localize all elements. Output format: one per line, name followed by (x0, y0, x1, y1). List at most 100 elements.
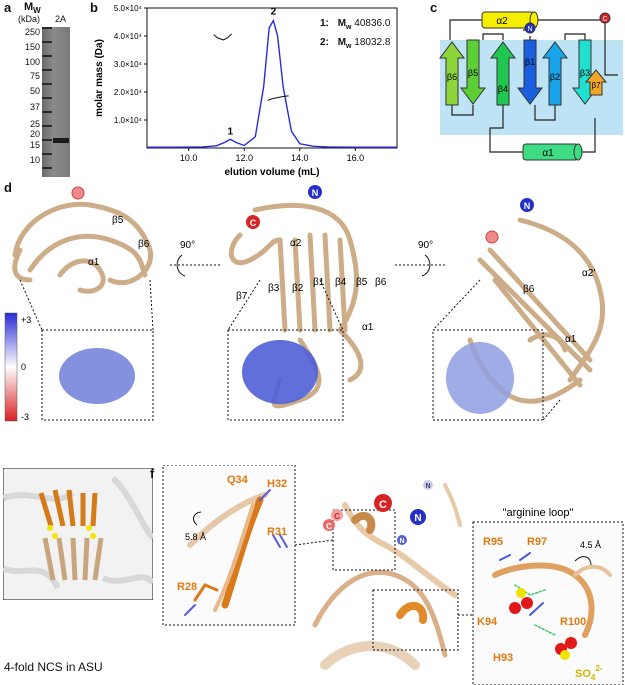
gel-band-15kda (53, 138, 69, 143)
strand-beta5 (460, 39, 486, 105)
ribbon-label: α2' (582, 268, 595, 279)
c-terminus-marker (323, 519, 335, 531)
c-terminus-marker (599, 12, 611, 24)
strand-beta7 (584, 69, 608, 96)
y-tick-label: 2.0×10⁴ (114, 88, 143, 97)
legend-id: 1: (320, 18, 329, 29)
residue-label: R95 (483, 536, 503, 548)
gel-header: MW (24, 1, 41, 15)
gel-image (42, 27, 70, 177)
terminus-label: N (312, 188, 319, 198)
panel-label-b: b (90, 0, 98, 15)
helix-alpha1-cap (573, 143, 583, 161)
n-terminus-marker (308, 185, 322, 199)
distance-label: 5.8 Å (185, 532, 206, 542)
sulfate-subscript: 4 (591, 673, 596, 682)
x-tick-label: 12.0 (235, 153, 253, 163)
strand-beta1 (517, 39, 543, 105)
terminus-label: C (334, 512, 340, 521)
molar-mass-line (267, 95, 289, 101)
inset-arginine-loop (472, 521, 624, 685)
mw-label: M (24, 1, 34, 13)
ribbon-label: β6 (523, 284, 535, 295)
residue-label: R31 (267, 526, 287, 538)
ncs-caption: 4-fold NCS in ASU (4, 660, 103, 674)
gel-marker: 37 (29, 102, 40, 112)
gel-units: (kDa) (18, 14, 40, 24)
sulfate-atom (565, 637, 577, 649)
gel-marker: 250 (24, 27, 40, 37)
x-axis-label: elution volume (mL) (225, 167, 320, 178)
strand-label: β4 (498, 84, 508, 94)
legend-entry-1: 1: Mw 40836.0 (320, 18, 390, 31)
gel-marker: 50 (29, 86, 40, 96)
ribbon-label: α1 (362, 322, 374, 333)
terminus-label: C (602, 16, 607, 23)
legend-value: 18032.8 (354, 37, 391, 48)
molar-mass-line (213, 33, 233, 41)
strand-label: β1 (525, 57, 535, 67)
gel-marker-lane (42, 27, 52, 177)
sec-mals-chart: 10.0 12.0 14.0 16.0 1.0×10⁴ 2.0×10⁴ 3.0×10⁴ 4.0… (94, 4, 398, 178)
y-tick-label: 3.0×10⁴ (114, 60, 143, 69)
c-terminus-marker (71, 186, 85, 200)
c-terminus-marker (374, 494, 392, 512)
inset-title: "arginine loop" (503, 507, 574, 519)
topology-diagram: α2 α1 β6 β5 β4 β1 β2 β3 β7 N C (439, 11, 623, 161)
strand-label: β6 (447, 72, 457, 82)
ribbon-label: β2 (292, 283, 304, 294)
strand-beta6 (439, 41, 465, 106)
y-tick-label: 1.0×10⁴ (114, 116, 143, 125)
callout-box-lower (372, 589, 459, 651)
ribbon-label: β3 (268, 283, 280, 294)
residue-label: R97 (527, 536, 547, 548)
gel-marker: 15 (29, 140, 40, 150)
terminus-label: N (414, 513, 421, 524)
ribbon-label: α1 (88, 257, 100, 268)
sulfate-superscript: 2- (595, 664, 602, 673)
gel-marker: 20 (29, 129, 40, 139)
sulfate-base: SO (575, 668, 591, 680)
gel-marker: 100 (24, 57, 40, 67)
sulfate-label: SO42- (575, 664, 603, 682)
ribbon-label: β4 (335, 277, 347, 288)
sulfate-atom (560, 650, 570, 660)
ribbon-label: β5 (356, 277, 368, 288)
sulfate-atom (521, 597, 533, 609)
strand-label: β5 (468, 68, 478, 78)
panel-label-d: d (4, 180, 12, 195)
strand-label: β7 (591, 81, 601, 90)
panel-label-f: f (150, 466, 155, 481)
x-tick-label: 10.0 (180, 153, 198, 163)
legend-value: 40836.0 (354, 18, 391, 29)
x-tick-label: 14.0 (291, 153, 309, 163)
ncs-image (3, 468, 153, 600)
scale-label: -3 (21, 412, 29, 422)
ribbon-label: α2 (290, 238, 302, 249)
ribbon-label: β6 (375, 277, 387, 288)
rotation-label-right: 90° (418, 240, 433, 251)
series-line (147, 18, 397, 148)
c-terminus-marker (485, 230, 499, 244)
panel-label-c: c (430, 0, 438, 15)
electrostatic-scale-bar (4, 312, 18, 422)
ribbon-label: β7 (236, 291, 248, 302)
residue-label: H32 (267, 478, 287, 490)
gel-marker-list: 250 150 100 75 50 37 25 20 15 10 (14, 27, 40, 177)
n-terminus-marker (524, 22, 536, 34)
surface-left (59, 348, 135, 404)
gel-marker: 25 (29, 119, 40, 129)
surface-inset-left (41, 329, 154, 421)
terminus-label: N (527, 26, 532, 33)
sulfate-atom (516, 588, 526, 598)
n-terminus-marker (397, 535, 407, 545)
y-tick-label: 4.0×10⁴ (114, 32, 143, 41)
terminus-label: C (326, 522, 332, 531)
n-terminus-marker (423, 480, 433, 490)
legend-prefix: M (337, 37, 347, 48)
sulfate-atom (509, 602, 521, 614)
legend-prefix: M (337, 18, 347, 29)
callout-box-upper (332, 509, 396, 571)
rotation-label-left: 90° (180, 240, 195, 251)
terminus-label: N (425, 483, 430, 490)
